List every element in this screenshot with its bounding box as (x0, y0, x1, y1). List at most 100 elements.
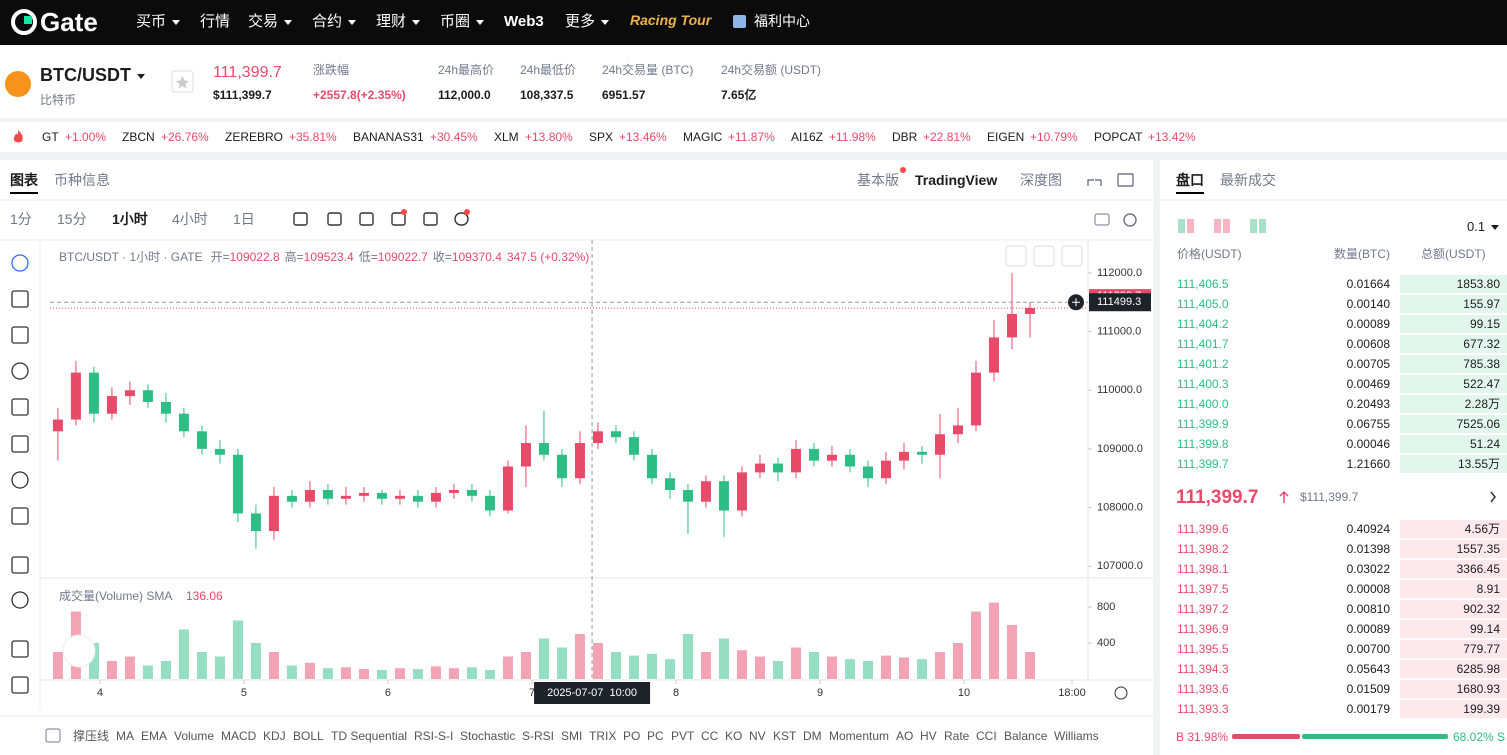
volume-tick-label: 400 (1097, 637, 1115, 649)
indicator[interactable]: NV (749, 729, 766, 743)
indicator[interactable]: PC (647, 729, 664, 743)
ob-price[interactable]: 111,399.6 (1177, 522, 1229, 536)
ob-price[interactable]: 111,401.7 (1177, 337, 1229, 351)
hot-change[interactable]: +13.42% (1148, 130, 1196, 144)
view-tab[interactable]: 深度图 (1020, 172, 1062, 188)
hot-change[interactable]: +22.81% (923, 130, 971, 144)
interval[interactable]: 1小时 (112, 211, 148, 227)
ob-price[interactable]: 111,405.0 (1177, 297, 1229, 311)
indicator[interactable]: CCI (976, 729, 997, 743)
nav-item[interactable]: 行情 (200, 13, 231, 30)
hot-symbol[interactable]: MAGIC (683, 130, 723, 144)
nav-item[interactable]: 买币 (136, 14, 180, 29)
nav-item[interactable]: Web3 (504, 13, 544, 30)
indicator[interactable]: Williams (1054, 729, 1099, 743)
hot-symbol[interactable]: ZEREBRO (225, 130, 284, 144)
hot-symbol[interactable]: POPCAT (1094, 130, 1143, 144)
indicator[interactable]: 撑压线 (73, 729, 110, 743)
ob-price[interactable]: 111,396.9 (1177, 622, 1229, 636)
ob-price[interactable]: 111,393.6 (1177, 682, 1229, 696)
ob-tab[interactable]: 盘口 (1176, 172, 1204, 188)
indicator[interactable]: Stochastic (460, 729, 516, 743)
hot-change[interactable]: +13.46% (619, 130, 667, 144)
hot-symbol[interactable]: DBR (892, 130, 918, 144)
ob-price[interactable]: 111,395.5 (1177, 642, 1229, 656)
volume-bar (538, 638, 549, 679)
hot-symbol[interactable]: EIGEN (987, 130, 1025, 144)
ob-tab[interactable]: 最新成交 (1220, 172, 1276, 188)
indicator[interactable]: TRIX (589, 729, 617, 743)
nav-item[interactable]: 合约 (312, 14, 356, 29)
nav-item[interactable]: 币圈 (440, 14, 484, 29)
interval[interactable]: 1分 (10, 211, 32, 227)
candle-body (988, 337, 999, 373)
tab[interactable]: 图表 (10, 172, 38, 188)
ob-mode (1187, 219, 1194, 233)
ob-price[interactable]: 111,401.2 (1177, 357, 1229, 371)
indicator[interactable]: RSI-S-I (414, 729, 454, 743)
indicator[interactable]: KST (773, 729, 797, 743)
pair-name[interactable]: BTC/USDT (40, 66, 145, 84)
indicator[interactable]: PO (623, 729, 641, 743)
indicator[interactable]: MA (116, 729, 134, 743)
indicator[interactable]: SMI (561, 729, 583, 743)
tab[interactable]: 币种信息 (54, 172, 110, 188)
ob-price[interactable]: 111,394.3 (1177, 662, 1229, 676)
ob-price[interactable]: 111,397.5 (1177, 582, 1229, 596)
indicator[interactable]: Volume (174, 729, 215, 743)
ob-price[interactable]: 111,400.3 (1177, 377, 1229, 391)
ob-price[interactable]: 111,406.5 (1177, 277, 1229, 291)
ob-price[interactable]: 111,400.0 (1177, 397, 1229, 411)
indicator[interactable]: Rate (944, 729, 970, 743)
add-order-plus (1072, 298, 1080, 307)
ob-price[interactable]: 111,398.2 (1177, 542, 1229, 556)
indicator[interactable]: Momentum (829, 729, 890, 743)
logo[interactable]: Gate (40, 7, 98, 37)
indicator[interactable]: S-RSI (522, 729, 555, 743)
hot-symbol[interactable]: ZBCN (122, 130, 155, 144)
indicator[interactable]: CC (701, 729, 719, 743)
hot-change[interactable]: +10.79% (1030, 130, 1078, 144)
hot-change[interactable]: +1.00% (65, 130, 107, 144)
ob-price[interactable]: 111,393.3 (1177, 702, 1229, 716)
ob-price[interactable]: 111,404.2 (1177, 317, 1229, 331)
indicator[interactable]: PVT (671, 729, 695, 743)
indicator[interactable]: DM (803, 729, 822, 743)
interval[interactable]: 15分 (57, 211, 87, 227)
interval[interactable]: 4小时 (172, 211, 208, 227)
view-tab[interactable]: 基本版 (857, 172, 899, 188)
nav-item[interactable]: 福利中心 (754, 13, 810, 29)
hot-change[interactable]: +13.80% (525, 130, 573, 144)
hot-symbol[interactable]: SPX (589, 130, 614, 144)
ob-price[interactable]: 111,399.7 (1177, 457, 1229, 471)
hot-change[interactable]: +11.98% (829, 130, 876, 144)
ob-step[interactable]: 0.1 (1467, 220, 1499, 233)
hot-symbol[interactable]: GT (42, 130, 59, 144)
indicator[interactable]: TD Sequential (331, 729, 408, 743)
indicator[interactable]: Balance (1004, 729, 1048, 743)
indicator[interactable]: HV (920, 729, 937, 743)
hot-symbol[interactable]: XLM (494, 130, 519, 144)
nav-item[interactable]: 更多 (565, 14, 609, 29)
ob-price[interactable]: 111,397.2 (1177, 602, 1229, 616)
hot-symbol[interactable]: BANANAS31 (353, 130, 424, 144)
ob-price[interactable]: 111,399.8 (1177, 437, 1229, 451)
indicator[interactable]: KO (725, 729, 743, 743)
hot-change[interactable]: +35.81% (289, 130, 337, 144)
interval[interactable]: 1日 (233, 211, 255, 227)
promo-link[interactable]: Racing Tour (630, 12, 712, 28)
indicator[interactable]: MACD (221, 729, 257, 743)
ob-price[interactable]: 111,399.9 (1177, 417, 1229, 431)
indicator[interactable]: BOLL (293, 729, 324, 743)
indicator[interactable]: AO (896, 729, 914, 743)
indicator[interactable]: KDJ (263, 729, 286, 743)
hot-symbol[interactable]: AI16Z (791, 130, 824, 144)
ob-price[interactable]: 111,398.1 (1177, 562, 1229, 576)
nav-item[interactable]: 交易 (248, 14, 292, 29)
nav-item[interactable]: 理财 (376, 14, 420, 29)
hot-change[interactable]: +30.45% (430, 130, 478, 144)
hot-change[interactable]: +26.76% (161, 130, 209, 144)
indicator[interactable]: EMA (141, 729, 168, 743)
hot-change[interactable]: +11.87% (728, 130, 775, 144)
view-tab[interactable]: TradingView (915, 172, 998, 188)
